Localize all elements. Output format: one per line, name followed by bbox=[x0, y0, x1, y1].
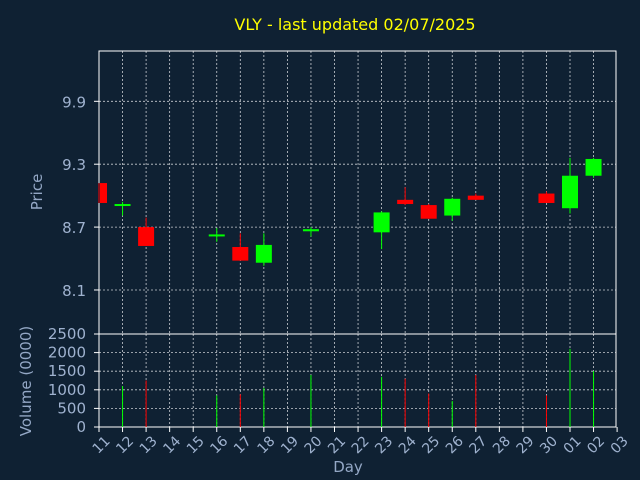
price-axis-ticks: 8.1 8.7 9.3 9.9 bbox=[62, 93, 99, 300]
candle-body bbox=[420, 205, 437, 219]
candle-body bbox=[114, 204, 131, 207]
x-tick-label: 18 bbox=[255, 433, 279, 457]
candle-body bbox=[467, 195, 484, 200]
price-grid bbox=[99, 51, 616, 334]
candle-body bbox=[255, 244, 272, 263]
x-axis-ticks: 11 12 13 14 15 16 17 18 19 20 21 22 23 24 25 26 27 28 29 30… bbox=[90, 427, 632, 457]
x-tick-label: 30 bbox=[537, 433, 561, 457]
x-tick-label: 01 bbox=[561, 433, 585, 457]
price-tick-label: 9.9 bbox=[62, 93, 86, 111]
candlestick-series bbox=[98, 157, 602, 266]
volume-tick-label: 0 bbox=[76, 418, 86, 436]
price-tick-label: 8.1 bbox=[62, 282, 86, 300]
candle-body bbox=[208, 234, 225, 237]
x-tick-label: 22 bbox=[349, 433, 373, 457]
candle-body bbox=[232, 247, 249, 261]
price-axis-label: Price bbox=[28, 174, 46, 211]
x-tick-label: 11 bbox=[90, 433, 114, 457]
candle-body bbox=[138, 227, 155, 246]
x-tick-label: 28 bbox=[490, 433, 514, 457]
x-tick-label: 02 bbox=[584, 433, 608, 457]
price-plot-frame bbox=[98, 50, 617, 335]
volume-tick-label: 1000 bbox=[48, 381, 86, 399]
x-tick-label: 23 bbox=[372, 433, 396, 457]
candle-body bbox=[562, 175, 578, 209]
volume-axis-label: Volume (0000) bbox=[17, 326, 35, 436]
candle-body bbox=[538, 193, 555, 203]
candle-body bbox=[302, 229, 319, 232]
price-panel: 8.1 8.7 9.3 9.9 bbox=[62, 50, 617, 335]
x-tick-label: 21 bbox=[325, 433, 349, 457]
volume-plot-frame bbox=[98, 333, 617, 428]
volume-series bbox=[122, 348, 595, 427]
x-tick-label: 14 bbox=[160, 433, 184, 457]
x-tick-label: 12 bbox=[113, 433, 137, 457]
price-tick-label: 9.3 bbox=[62, 156, 86, 174]
x-tick-label: 16 bbox=[207, 433, 231, 457]
candle-body bbox=[100, 183, 107, 203]
candle-body bbox=[373, 212, 390, 233]
x-tick-label: 25 bbox=[419, 433, 443, 457]
x-tick-label: 27 bbox=[466, 433, 490, 457]
price-tick-label: 8.7 bbox=[62, 219, 86, 237]
candle-body bbox=[397, 199, 414, 205]
x-tick-label: 03 bbox=[608, 433, 632, 457]
volume-tick-label: 2000 bbox=[48, 344, 86, 362]
x-tick-label: 24 bbox=[396, 433, 420, 457]
x-tick-label: 20 bbox=[302, 433, 326, 457]
x-tick-label: 17 bbox=[231, 433, 255, 457]
x-tick-label: 26 bbox=[443, 433, 467, 457]
x-tick-label: 29 bbox=[514, 433, 538, 457]
candle-body bbox=[444, 198, 461, 216]
volume-tick-label: 2500 bbox=[48, 325, 86, 343]
candle-body bbox=[585, 158, 602, 176]
x-axis-label: Day bbox=[333, 458, 363, 476]
x-tick-label: 15 bbox=[184, 433, 208, 457]
x-tick-label: 13 bbox=[137, 433, 161, 457]
volume-grid bbox=[99, 334, 616, 427]
volume-tick-label: 500 bbox=[57, 399, 86, 417]
volume-tick-label: 1500 bbox=[48, 362, 86, 380]
x-tick-label: 19 bbox=[278, 433, 302, 457]
chart-title: VLY - last updated 02/07/2025 bbox=[234, 15, 475, 34]
